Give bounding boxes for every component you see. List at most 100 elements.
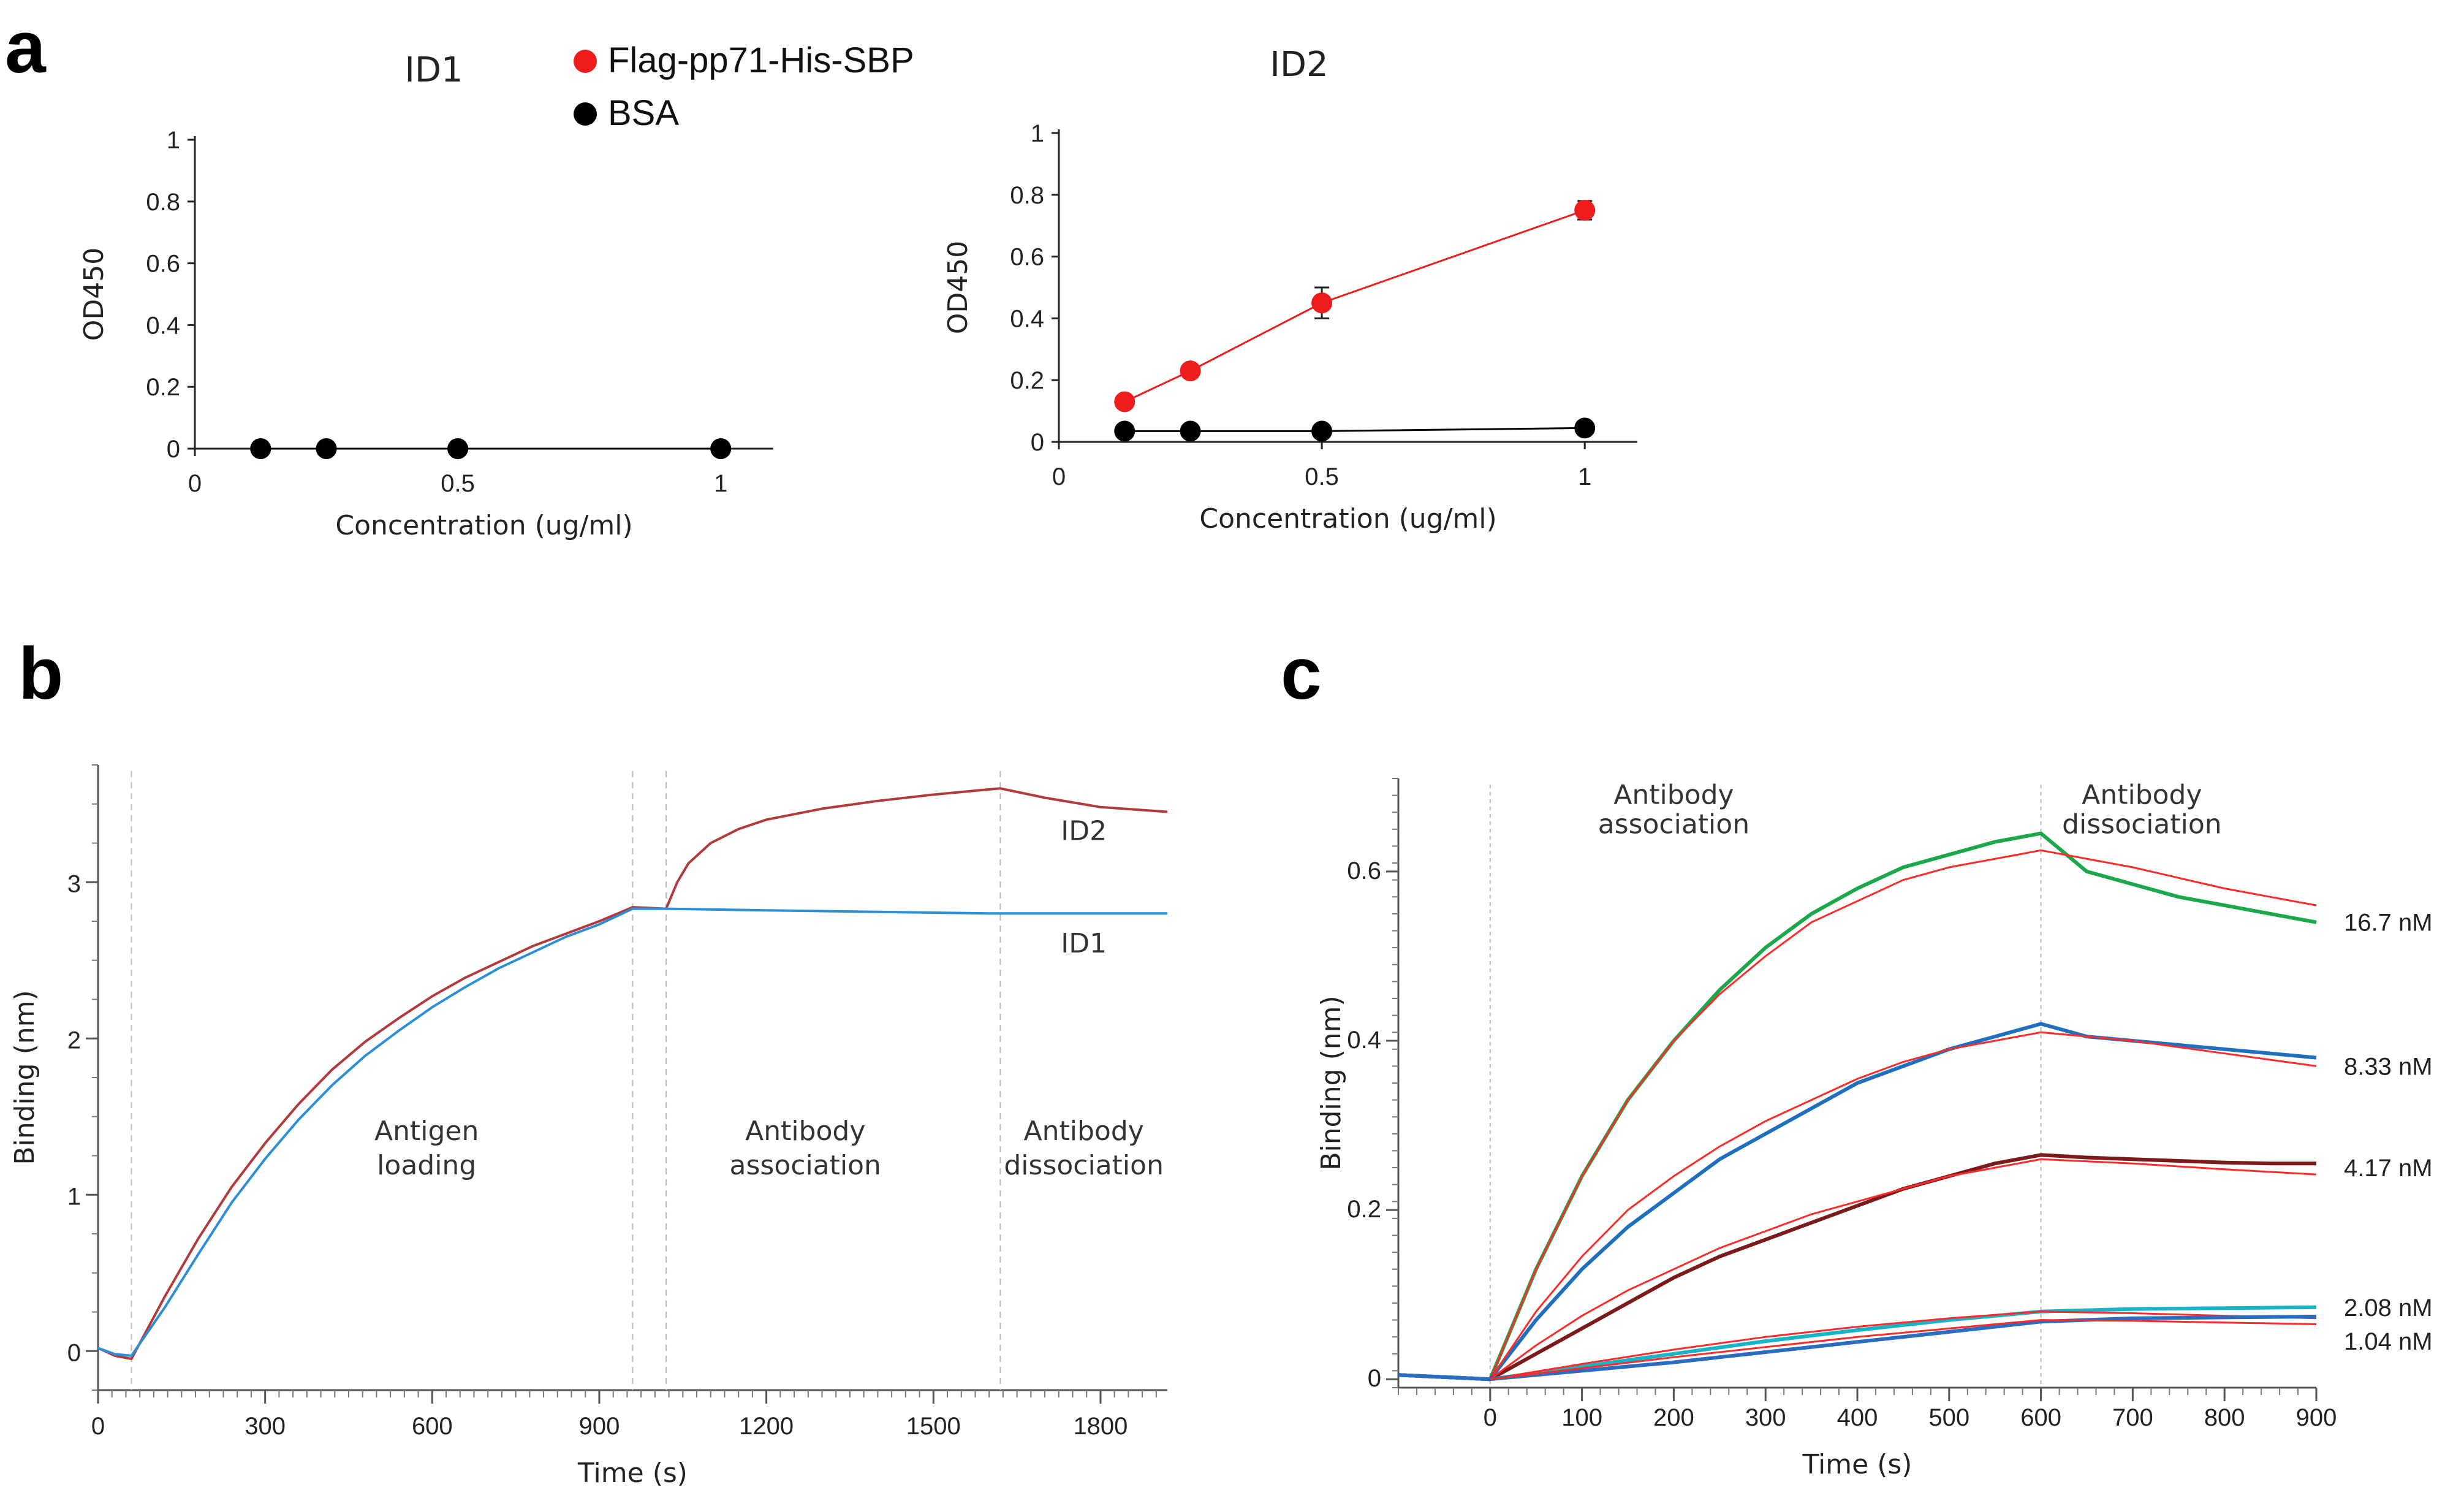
y-tick-label: 0.2 <box>1010 367 1044 394</box>
fit-curve-16-7-nm <box>1489 849 2317 1380</box>
x-axis-label: Concentration (ug/ml) <box>335 510 632 541</box>
data-point <box>1311 292 1333 314</box>
data-point <box>1311 420 1333 442</box>
x-tick-label: 600 <box>2020 1404 2061 1431</box>
y-tick-label: 0.6 <box>146 251 180 278</box>
x-axis-label: Time (s) <box>1802 1449 1912 1480</box>
series-line-8-33-nm <box>1398 1022 2317 1382</box>
x-tick-label: 700 <box>2112 1404 2153 1431</box>
y-axis-label: OD450 <box>942 241 974 335</box>
data-point <box>1180 360 1201 382</box>
x-tick-label: 500 <box>1928 1404 1969 1431</box>
y-tick-label: 1 <box>67 1183 81 1210</box>
phase-annotation: Antibody <box>745 1116 865 1147</box>
legend-label-bsa: BSA <box>608 93 679 133</box>
fit-curve-1-04-nm <box>1490 1319 2317 1380</box>
y-tick-label: 2 <box>67 1027 81 1054</box>
legend-marker-flag <box>574 50 597 73</box>
panel-label-b: b <box>18 633 63 715</box>
x-tick-label: 0 <box>188 470 202 497</box>
x-tick-label: 0 <box>1052 463 1066 490</box>
fit-curve-2-08-nm <box>1490 1310 2317 1380</box>
phase-annotation: dissociation <box>1004 1150 1164 1181</box>
concentration-label: 8.33 nM <box>2344 1053 2433 1080</box>
legend: Flag-pp71-His-SBP BSA <box>574 40 914 133</box>
y-tick-label: 0 <box>1368 1365 1381 1392</box>
x-tick-label: 600 <box>412 1413 453 1440</box>
data-point <box>1574 200 1596 221</box>
data-point <box>316 438 337 459</box>
data-point <box>1114 391 1135 413</box>
y-tick-label: 0.8 <box>1010 182 1044 209</box>
data-point <box>1114 420 1135 442</box>
y-axis-label: Binding (nm) <box>9 990 40 1165</box>
chart-title: ID1 <box>404 50 463 90</box>
y-tick-label: 0.4 <box>1010 305 1044 332</box>
chart-title: ID2 <box>1270 45 1328 85</box>
data-point <box>710 438 732 459</box>
x-tick-label: 900 <box>579 1413 620 1440</box>
fit-curve-4-17-nm <box>1489 1158 2317 1380</box>
data-point <box>1180 420 1201 442</box>
series-label: ID2 <box>1061 815 1107 846</box>
y-tick-label: 0 <box>167 436 180 463</box>
y-tick-label: 0.8 <box>146 189 180 216</box>
y-tick-label: 0.6 <box>1010 244 1044 271</box>
series-label: ID1 <box>1061 928 1107 959</box>
x-tick-label: 200 <box>1653 1404 1694 1431</box>
series-line-1-04-nm <box>1398 1315 2317 1382</box>
phase-annotation: association <box>1598 809 1749 840</box>
y-tick-label: 0.4 <box>146 312 180 339</box>
x-tick-label: 800 <box>2204 1404 2245 1431</box>
x-tick-label: 1 <box>1578 463 1591 490</box>
concentration-label: 4.17 nM <box>2344 1155 2433 1182</box>
panel-label-a: a <box>5 6 47 88</box>
y-tick-label: 0 <box>1031 429 1044 456</box>
phase-annotation: dissociation <box>2062 809 2222 840</box>
x-tick-label: 900 <box>2296 1404 2337 1431</box>
series-line-16-7-nm <box>1398 831 2317 1382</box>
data-point <box>1574 417 1596 439</box>
x-tick-label: 0 <box>1484 1404 1497 1431</box>
panel-label-c: c <box>1281 633 1322 715</box>
y-tick-label: 0.4 <box>1347 1027 1381 1054</box>
y-tick-label: 0.2 <box>146 374 180 401</box>
y-tick-label: 1 <box>167 127 180 154</box>
x-tick-label: 0.5 <box>441 470 475 497</box>
chart-b-antigen-loading: 0 1 2 3 0 300 600 900 1200 1500 1800 Time (s) Bindin… <box>9 764 1168 1489</box>
x-tick-label: 1500 <box>906 1413 961 1440</box>
x-tick-label: 0 <box>91 1413 105 1440</box>
series-line-4-17-nm <box>1398 1153 2316 1382</box>
x-axis-label: Concentration (ug/ml) <box>1199 503 1496 534</box>
phase-annotation: Antibody <box>1613 779 1734 810</box>
legend-marker-bsa <box>574 102 597 126</box>
series-line-id1 <box>97 907 1167 1357</box>
x-tick-label: 100 <box>1561 1404 1602 1431</box>
chart-a-id2: ID2 0 0.2 0.4 0.6 0.8 1 0 0.5 1 Concentration (ug/… <box>942 45 1637 534</box>
concentration-label: 16.7 nM <box>2344 910 2433 937</box>
x-axis-label: Time (s) <box>577 1458 688 1489</box>
phase-annotation: association <box>730 1150 881 1181</box>
series-line-flag-pp71-his-sbp <box>1124 209 1585 403</box>
x-tick-label: 1 <box>714 470 727 497</box>
phase-annotation: loading <box>377 1150 476 1181</box>
y-tick-label: 0.2 <box>1347 1196 1381 1223</box>
x-tick-label: 1800 <box>1073 1413 1128 1440</box>
x-tick-label: 300 <box>1745 1404 1786 1431</box>
fit-curve-8-33-nm <box>1489 1031 2317 1380</box>
y-tick-label: 0 <box>67 1339 81 1366</box>
concentration-label: 1.04 nM <box>2344 1328 2433 1355</box>
phase-annotation: Antigen <box>374 1116 479 1147</box>
concentration-label: 2.08 nM <box>2344 1295 2433 1321</box>
phase-annotation: Antibody <box>2082 779 2202 810</box>
series-line-id2 <box>97 787 1168 1360</box>
y-tick-label: 0.6 <box>1347 857 1381 884</box>
legend-label-flag: Flag-pp71-His-SBP <box>608 40 914 80</box>
y-tick-label: 1 <box>1031 120 1044 147</box>
y-axis-label: Binding (nm) <box>1316 995 1347 1170</box>
data-point <box>250 438 271 459</box>
x-tick-label: 0.5 <box>1305 463 1339 490</box>
series-line-bsa <box>1124 427 1585 432</box>
y-tick-label: 3 <box>67 870 81 897</box>
